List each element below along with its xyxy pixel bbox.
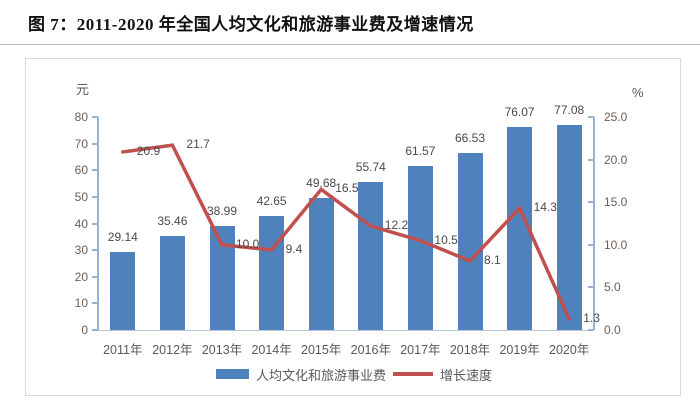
left-axis-tick: [92, 249, 98, 252]
bar: [259, 216, 285, 330]
x-axis-label: 2011年: [103, 343, 143, 357]
line-point-label: 16.5: [335, 181, 359, 196]
bar-value-label: 77.08: [554, 102, 585, 117]
growth-line: [121, 143, 571, 321]
line-point-label: 9.4: [285, 241, 303, 256]
line-point-label: 21.7: [186, 137, 210, 152]
line-point-label: 10.5: [434, 232, 458, 247]
left-axis-tick-label: 50: [74, 189, 88, 204]
bar-value-label: 42.65: [256, 194, 287, 209]
left-axis-tick: [92, 195, 98, 198]
x-axis-label: 2015年: [301, 343, 342, 357]
left-axis-tick-label: 0: [81, 323, 88, 337]
left-axis-tick-label: 70: [74, 136, 88, 151]
x-axis-label: 2012年: [152, 343, 193, 357]
right-axis-tick: [588, 201, 594, 204]
right-axis-tick-label: 5.0: [604, 280, 621, 295]
legend-line-swatch: [393, 372, 433, 376]
x-axis-line: [98, 330, 594, 331]
right-axis-tick-label: 10.0: [604, 237, 628, 252]
left-axis-tick: [92, 222, 98, 225]
bar: [308, 197, 334, 330]
bar-value-label: 29.14: [107, 230, 138, 245]
chart-panel: 元 % 人均文化和旅游事业费 增长速度 0 10 20 30 40 50 60 70 80 0.0…: [25, 58, 681, 396]
left-axis-tick: [92, 169, 98, 172]
line-point-label: 12.2: [384, 218, 409, 233]
line-point-label: 10.0: [236, 236, 260, 251]
right-axis-tick-label: 20.0: [604, 152, 628, 167]
x-axis-label: 2020年: [549, 343, 590, 357]
left-axis-tick-label: 60: [74, 163, 88, 178]
x-axis-label: 2013年: [201, 343, 243, 357]
x-axis-label: 2018年: [449, 343, 491, 357]
right-axis-tick: [588, 286, 594, 289]
bar: [110, 252, 136, 330]
bar: [457, 152, 483, 330]
left-axis-tick-label: 30: [74, 243, 88, 258]
line-point-label: 8.1: [484, 252, 501, 267]
x-axis-label: 2014年: [251, 343, 292, 357]
line-point-label: 1.3: [583, 310, 600, 325]
legend: 人均文化和旅游事业费 增长速度: [26, 365, 682, 383]
left-axis-line: [97, 117, 99, 330]
line-point-label: 20.9: [136, 143, 161, 158]
x-axis-label: 2017年: [400, 343, 441, 357]
right-axis-tick-label: 15.0: [604, 195, 628, 210]
bar-value-label: 35.46: [157, 213, 188, 228]
left-axis-tick-label: 80: [74, 110, 88, 124]
figure-title: 图 7：2011-2020 年全国人均文化和旅游事业费及增速情况: [28, 15, 474, 34]
bar: [556, 124, 582, 330]
left-axis-tick: [92, 275, 98, 278]
left-axis-tick: [92, 142, 98, 145]
line-point-label: 14.3: [533, 200, 557, 215]
right-axis-tick: [588, 329, 594, 331]
left-axis-tick: [92, 116, 98, 118]
left-axis-tick: [92, 329, 98, 331]
right-axis-tick: [588, 158, 594, 161]
left-axis-unit: 元: [76, 82, 90, 97]
right-axis-tick-label: 0.0: [604, 323, 621, 337]
bar: [407, 166, 433, 330]
legend-bar-swatch: [215, 369, 249, 379]
left-axis-tick: [92, 302, 98, 305]
bar-value-label: 76.07: [504, 105, 535, 120]
x-axis-label: 2019年: [499, 343, 540, 357]
bar-value-label: 49.68: [306, 175, 337, 190]
right-axis-tick-label: 25.0: [604, 110, 628, 124]
left-axis-tick-label: 20: [74, 269, 88, 284]
right-axis-unit: %: [632, 85, 644, 100]
bar-value-label: 55.74: [355, 159, 386, 174]
bar: [159, 235, 185, 330]
right-axis-tick: [588, 243, 594, 246]
left-axis-tick-label: 40: [74, 216, 88, 231]
right-axis-line: [593, 117, 595, 330]
bar-value-label: 38.99: [206, 204, 238, 219]
left-axis-tick-label: 10: [74, 296, 88, 311]
x-axis-label: 2016年: [350, 343, 391, 357]
legend-line-label: 增长速度: [440, 367, 493, 383]
bar-value-label: 61.57: [405, 144, 436, 159]
title-divider: [0, 44, 700, 45]
legend-bar-label: 人均文化和旅游事业费: [255, 367, 386, 383]
right-axis-tick: [588, 116, 594, 118]
bar: [358, 181, 384, 330]
bar-value-label: 66.53: [454, 130, 486, 145]
